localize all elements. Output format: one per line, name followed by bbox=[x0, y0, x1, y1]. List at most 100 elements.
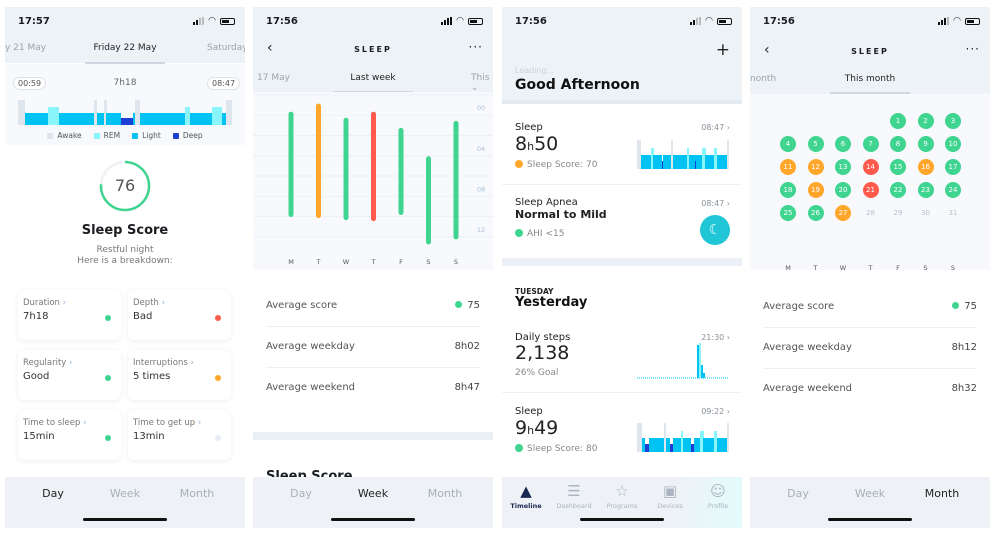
tab-day[interactable]: Day bbox=[290, 487, 312, 500]
nav-item-profile[interactable]: ☺ Profile bbox=[694, 482, 742, 510]
y-tick-label: 04 bbox=[477, 145, 485, 153]
tab-prev-month[interactable]: nonth bbox=[750, 74, 777, 84]
tab-next-day[interactable]: Saturday bbox=[207, 43, 245, 53]
calendar-day-31[interactable]: 31 bbox=[948, 209, 958, 217]
calendar-day-16[interactable]: 16 bbox=[917, 159, 934, 175]
calendar-day-24[interactable]: 24 bbox=[945, 182, 961, 198]
breakdown-card[interactable]: Depth › Bad bbox=[128, 290, 231, 340]
tab-week[interactable]: Week bbox=[109, 487, 141, 500]
tab-week[interactable]: Week bbox=[854, 487, 886, 500]
breakdown-card[interactable]: Time to sleep › 15min bbox=[18, 410, 121, 460]
calendar-day-25[interactable]: 25 bbox=[780, 205, 796, 221]
calendar-day-11[interactable]: 11 bbox=[780, 159, 796, 175]
calendar-day-15[interactable]: 15 bbox=[890, 159, 906, 175]
tab-this-month[interactable]: This month bbox=[844, 74, 896, 84]
calendar-day-10[interactable]: 10 bbox=[945, 136, 961, 152]
legend-swatch bbox=[132, 132, 139, 139]
tab-month[interactable]: Month bbox=[924, 487, 960, 500]
calendar-day-27[interactable]: 27 bbox=[835, 205, 851, 221]
hypnogram-segment-light bbox=[132, 112, 136, 125]
tab-last-week[interactable]: Last week bbox=[350, 73, 396, 83]
calendar-day-29[interactable]: 29 bbox=[893, 209, 903, 217]
more-options-icon[interactable]: ··· bbox=[468, 40, 483, 54]
tab-current-day[interactable]: Friday 22 May bbox=[93, 43, 157, 53]
wifi-icon: ◠ bbox=[208, 16, 216, 26]
status-icons: ◠ bbox=[193, 16, 235, 26]
card-value: 7h18 bbox=[23, 311, 49, 322]
sleep-score-value: 76 bbox=[114, 176, 136, 195]
sleep-entry-today[interactable]: Sleep 08:47 › 8h50 Sleep Score: 70 bbox=[502, 104, 742, 184]
nav-item-programs[interactable]: ☆ Programs bbox=[598, 482, 646, 510]
breakdown-card[interactable]: Interruptions › 5 times bbox=[128, 350, 231, 400]
calendar-day-14[interactable]: 14 bbox=[862, 159, 879, 175]
calendar-day-28[interactable]: 28 bbox=[866, 209, 875, 217]
calendar-day-21[interactable]: 21 bbox=[862, 182, 879, 198]
daily-steps-entry[interactable]: Daily steps 21:30 › 2,138 26% Goal bbox=[502, 325, 742, 392]
tab-month[interactable]: Month bbox=[179, 487, 215, 500]
weekday-label: F bbox=[896, 264, 900, 272]
status-dot bbox=[952, 302, 960, 309]
nav-item-dashboard[interactable]: ☰ Dashboard bbox=[550, 482, 598, 510]
card-label: Regularity › bbox=[23, 358, 72, 368]
more-options-icon[interactable]: ··· bbox=[965, 42, 980, 56]
chevron-right-icon: › bbox=[187, 358, 194, 368]
header-background bbox=[253, 7, 493, 92]
battery-icon bbox=[717, 17, 732, 25]
calendar-day-9[interactable]: 9 bbox=[917, 136, 934, 152]
hypnogram-legend: Awake REM Light Deep bbox=[5, 131, 245, 140]
hypnogram-chart bbox=[18, 100, 233, 125]
nav-item-devices[interactable]: ▣ Devices bbox=[646, 482, 694, 510]
calendar-day-4[interactable]: 4 bbox=[780, 136, 796, 152]
row-value: 8h12 bbox=[952, 342, 977, 353]
hypnogram-segment-awake bbox=[93, 100, 98, 125]
tab-this-week[interactable]: This ⌄ bbox=[471, 73, 490, 93]
calendar-day-3[interactable]: 3 bbox=[945, 113, 961, 129]
tab-week[interactable]: Week bbox=[357, 487, 389, 500]
battery-icon bbox=[220, 17, 235, 25]
calendar-day-7[interactable]: 7 bbox=[862, 136, 879, 152]
calendar-day-13[interactable]: 13 bbox=[835, 159, 851, 175]
row-label: Average score bbox=[266, 300, 338, 311]
calendar-day-17[interactable]: 17 bbox=[945, 159, 961, 175]
calendar-day-26[interactable]: 26 bbox=[807, 205, 824, 221]
calendar-day-30[interactable]: 30 bbox=[921, 209, 930, 217]
calendar-day-22[interactable]: 22 bbox=[890, 182, 906, 198]
hypnogram-segment-light bbox=[683, 437, 692, 452]
wifi-icon: ◠ bbox=[456, 16, 464, 26]
sleep-apnea-entry[interactable]: Sleep Apnea Normal to Mild 08:47 › AHI <… bbox=[502, 185, 742, 258]
sleep-entry-yesterday[interactable]: Sleep 09:22 › 9h49 Sleep Score: 80 bbox=[502, 393, 742, 477]
tab-prev-day[interactable]: y 21 May bbox=[5, 43, 47, 53]
calendar-day-18[interactable]: 18 bbox=[780, 182, 796, 198]
calendar-day-5[interactable]: 5 bbox=[807, 136, 824, 152]
hypnogram-segment-rem bbox=[680, 431, 684, 452]
calendar-day-1[interactable]: 1 bbox=[890, 113, 906, 129]
calendar-day-20[interactable]: 20 bbox=[835, 182, 851, 198]
status-dot bbox=[515, 444, 523, 452]
breakdown-card[interactable]: Duration › 7h18 bbox=[18, 290, 121, 340]
calendar-day-2[interactable]: 2 bbox=[917, 113, 934, 129]
home-indicator bbox=[331, 518, 415, 521]
status-dot bbox=[215, 435, 221, 441]
calendar-day-23[interactable]: 23 bbox=[917, 182, 934, 198]
tab-day[interactable]: Day bbox=[42, 487, 64, 500]
calendar-day-6[interactable]: 6 bbox=[835, 136, 851, 152]
legend-swatch bbox=[172, 132, 179, 139]
back-chevron-icon[interactable]: ‹ bbox=[267, 40, 273, 56]
breakdown-card[interactable]: Time to get up › 13min bbox=[128, 410, 231, 460]
hypnogram-segment-light bbox=[672, 154, 688, 169]
breakdown-card[interactable]: Regularity › Good bbox=[18, 350, 121, 400]
status-icons: ◠ bbox=[938, 17, 980, 26]
tab-month[interactable]: Month bbox=[427, 487, 463, 500]
nav-item-timeline[interactable]: ▲ Timeline bbox=[502, 482, 550, 510]
tab-prev-week[interactable]: 17 May bbox=[257, 73, 290, 83]
back-chevron-icon[interactable]: ‹ bbox=[764, 42, 770, 58]
calendar-day-8[interactable]: 8 bbox=[890, 136, 906, 152]
card-value: Good bbox=[23, 371, 50, 382]
calendar-day-12[interactable]: 12 bbox=[807, 159, 824, 175]
add-icon[interactable]: + bbox=[715, 40, 730, 60]
tab-day[interactable]: Day bbox=[787, 487, 809, 500]
apnea-result: Normal to Mild bbox=[515, 208, 607, 221]
calendar-day-19[interactable]: 19 bbox=[807, 182, 824, 198]
sleep-score: Sleep Score: 70 bbox=[515, 160, 597, 170]
nav-label: Programs bbox=[606, 502, 638, 510]
